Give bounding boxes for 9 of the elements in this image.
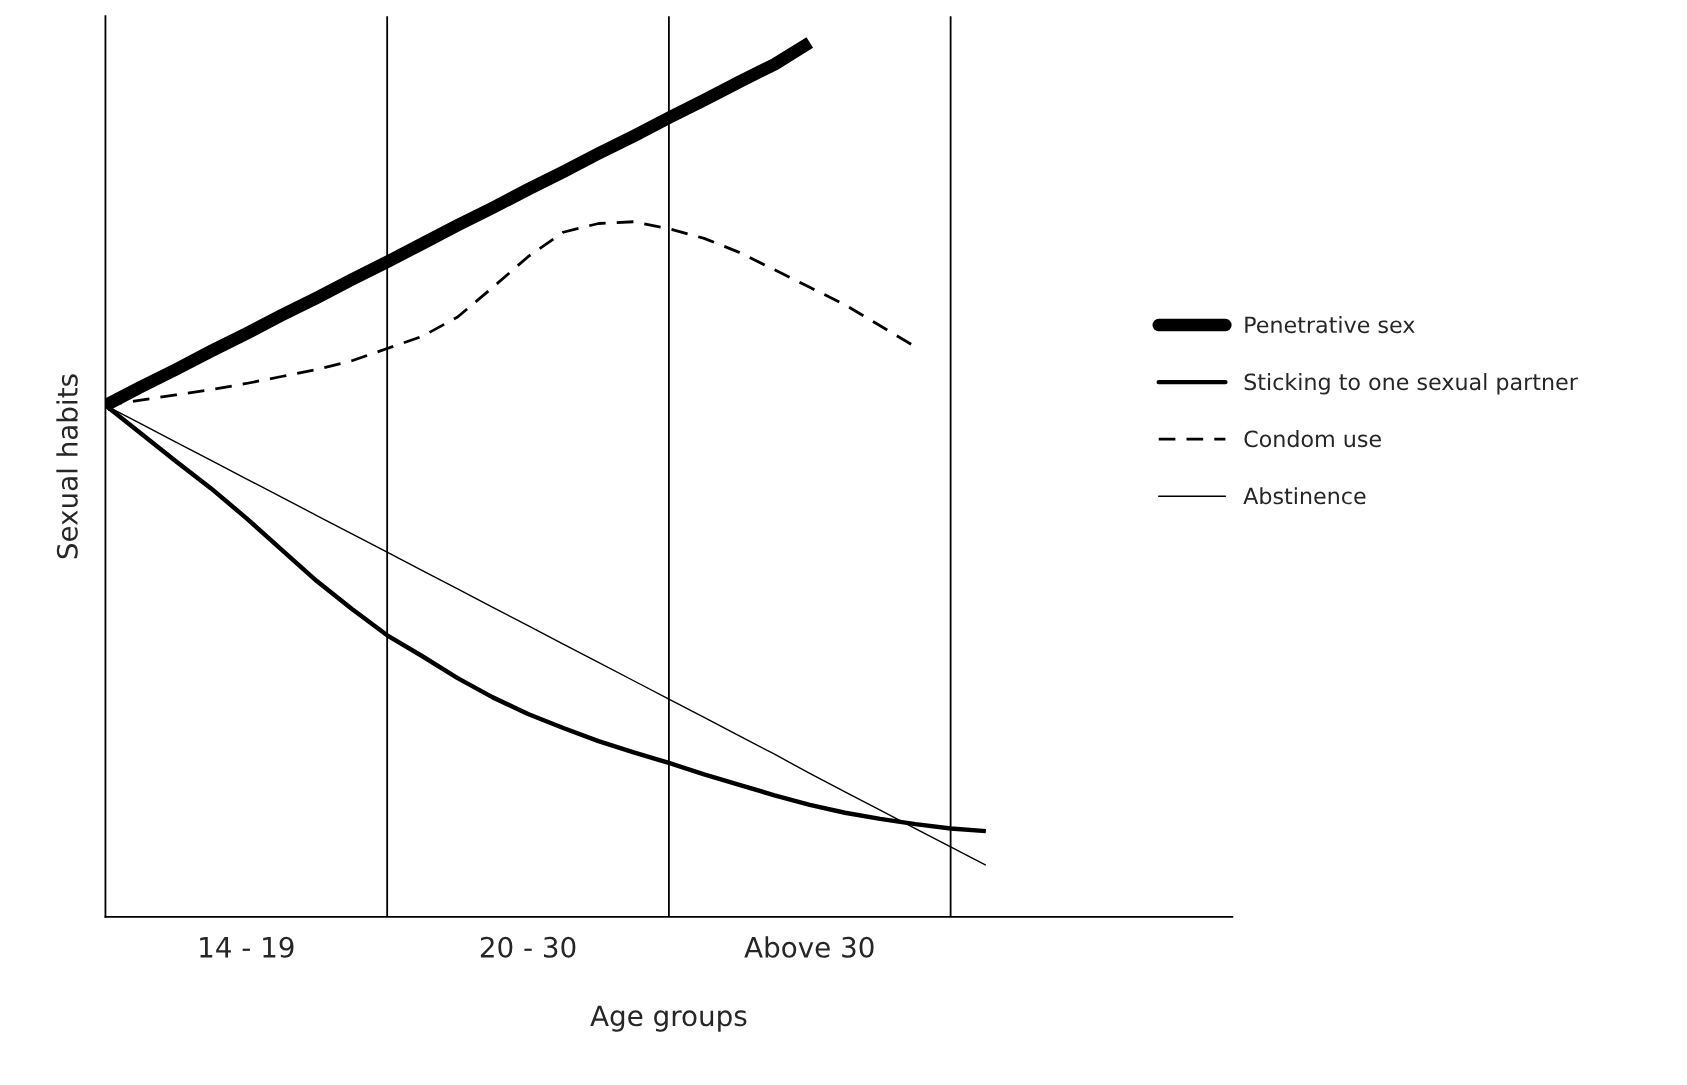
legend-label: Abstinence (1243, 487, 1366, 505)
x-tick-label: 20 - 30 (480, 936, 576, 958)
legend-label: Condom use (1244, 430, 1381, 448)
x-axis-title: Age groups (590, 1005, 747, 1032)
legend-label: Sticking to one sexual partner (1244, 373, 1578, 395)
y-axis-title: Sexual habits (56, 374, 78, 559)
x-tick-label: Above 30 (744, 936, 874, 958)
x-tick-label: 14 - 19 (200, 936, 294, 958)
legend-label: Penetrative sex (1245, 315, 1415, 334)
